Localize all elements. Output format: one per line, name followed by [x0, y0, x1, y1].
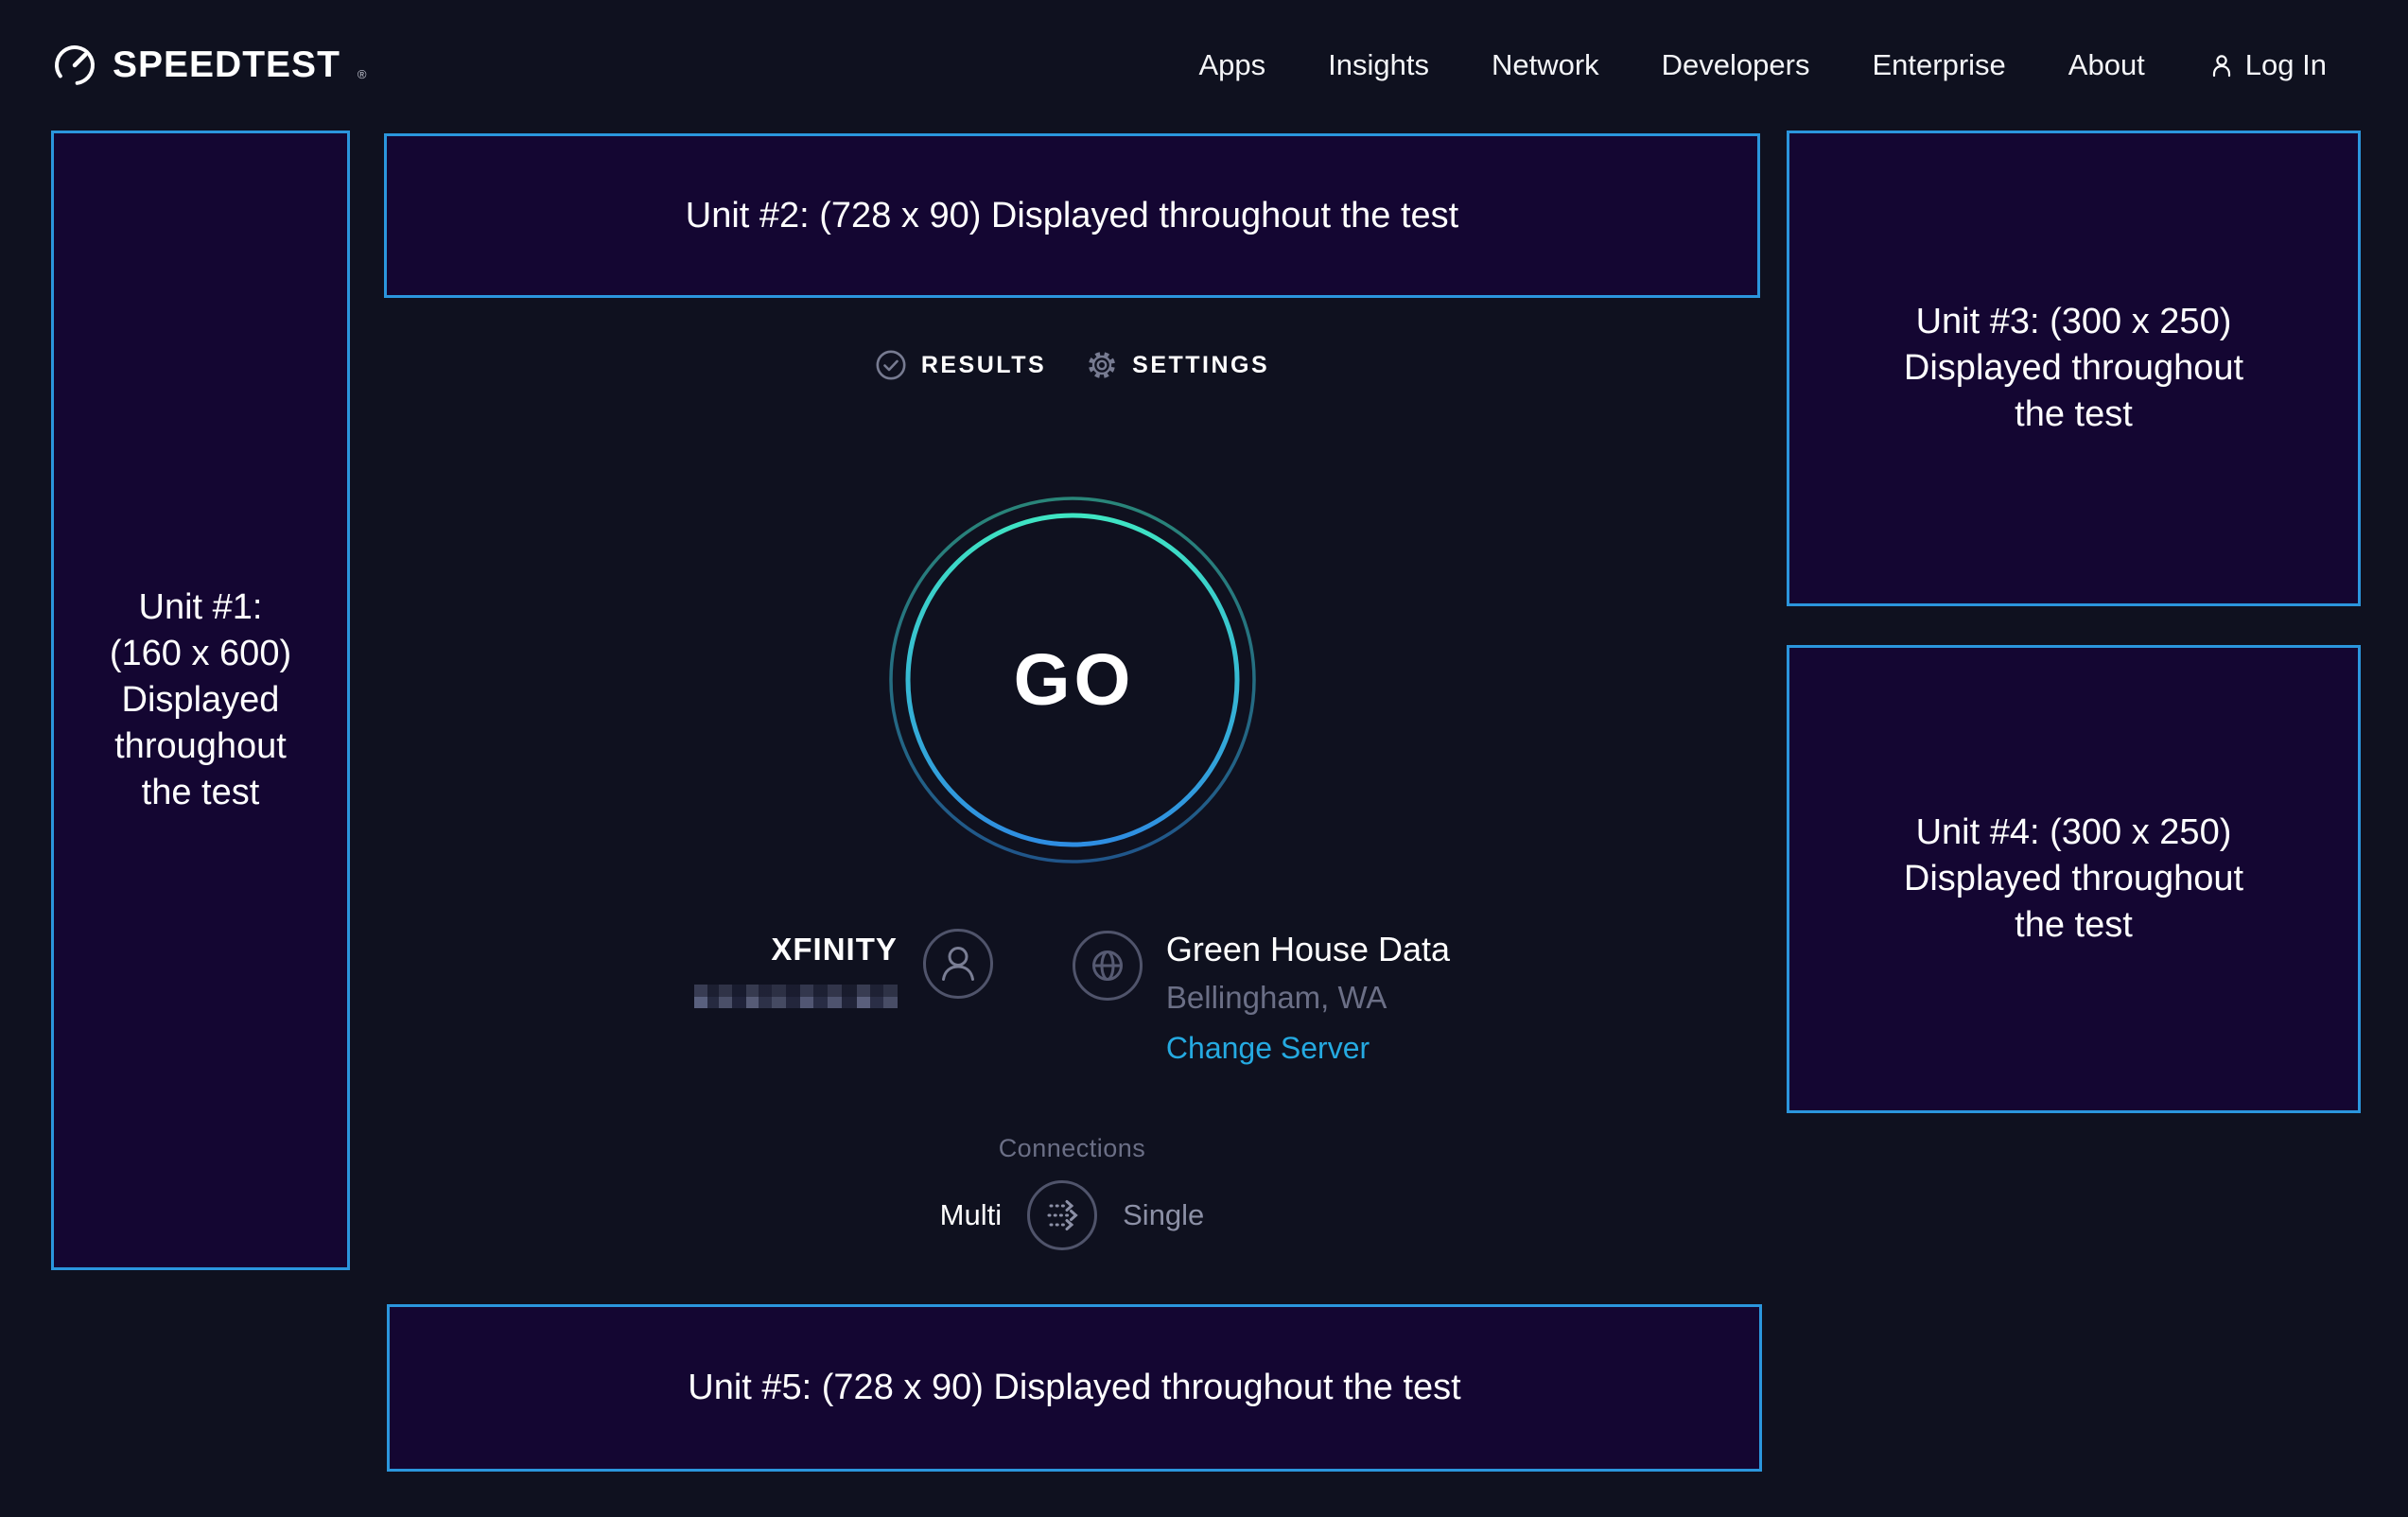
isp-user-icon: [922, 929, 993, 999]
login-button[interactable]: Log In: [2207, 48, 2327, 82]
ad-unit-1-text: Unit #1: (160 x 600) Displayed throughou…: [110, 584, 291, 816]
ad-unit-1: Unit #1: (160 x 600) Displayed throughou…: [51, 131, 350, 1270]
ad-line: Displayed: [121, 680, 280, 720]
ad-line: Displayed throughout: [1903, 859, 2244, 898]
ad-line: Unit #3: (300 x 250): [1915, 302, 2232, 341]
nav-item-enterprise[interactable]: Enterprise: [1872, 47, 2006, 81]
ad-line: Unit #1:: [138, 587, 263, 627]
connection-info-row: XFINITY Green House Data Bellingham, WA …: [384, 928, 1760, 1073]
speedtest-gauge-icon: [55, 44, 95, 85]
tab-settings-label: SETTINGS: [1132, 351, 1270, 378]
nav-item-insights[interactable]: Insights: [1328, 47, 1429, 81]
ad-unit-2: Unit #2: (728 x 90) Displayed throughout…: [384, 133, 1760, 298]
top-nav: SPEEDTEST ® Apps Insights Network Develo…: [0, 0, 2408, 130]
user-icon: [2212, 54, 2230, 77]
login-label: Log In: [2244, 47, 2327, 81]
ad-unit-5: Unit #5: (728 x 90) Displayed throughout…: [387, 1304, 1762, 1472]
go-label: GO: [1013, 638, 1135, 721]
change-server-link[interactable]: Change Server: [1165, 1031, 1370, 1065]
nav-item-apps[interactable]: Apps: [1198, 47, 1266, 81]
redacted-ip-address: [693, 985, 898, 1008]
nav-item-network[interactable]: Network: [1491, 47, 1599, 81]
tab-settings[interactable]: SETTINGS: [1086, 349, 1269, 381]
gear-icon: [1089, 352, 1116, 378]
ad-line: Displayed throughout: [1903, 348, 2244, 388]
ad-unit-3: Unit #3: (300 x 250) Displayed throughou…: [1787, 131, 2361, 606]
main-nav: Apps Insights Network Developers Enterpr…: [1198, 48, 2327, 82]
ad-line: the test: [2015, 394, 2133, 434]
connections-label: Connections: [998, 1134, 1146, 1162]
server-name: Green House Data: [1165, 930, 1451, 968]
globe-icon: [1072, 931, 1143, 1001]
brand-trademark: ®: [357, 66, 367, 81]
ad-line: the test: [2015, 905, 2133, 945]
ad-line: throughout: [114, 726, 287, 766]
ad-unit-4: Unit #4: (300 x 250) Displayed throughou…: [1787, 645, 2361, 1113]
ad-unit-4-text: Unit #4: (300 x 250) Displayed throughou…: [1904, 810, 2243, 949]
isp-info: XFINITY: [693, 928, 994, 1073]
tabs-row: RESULTS SETTINGS: [384, 348, 1760, 382]
ad-line: the test: [141, 773, 260, 812]
go-button-area: GO: [384, 495, 1760, 865]
server-location: Bellingham, WA: [1165, 980, 1387, 1015]
ad-unit-2-text: Unit #2: (728 x 90) Displayed throughout…: [685, 195, 1459, 235]
go-button[interactable]: GO: [887, 495, 1258, 865]
ad-unit-3-text: Unit #3: (300 x 250) Displayed throughou…: [1904, 299, 2243, 438]
brand-name: SPEEDTEST: [113, 44, 340, 85]
ad-unit-5-text: Unit #5: (728 x 90) Displayed throughout…: [688, 1368, 1461, 1407]
connections-multi-option[interactable]: Multi: [939, 1198, 1003, 1231]
tab-results[interactable]: RESULTS: [875, 349, 1046, 381]
connections-section: Connections Multi Single: [384, 1134, 1760, 1251]
isp-name: XFINITY: [771, 932, 898, 967]
ad-line: Unit #4: (300 x 250): [1915, 812, 2232, 852]
connections-single-option[interactable]: Single: [1123, 1198, 1205, 1231]
server-info: Green House Data Bellingham, WA Change S…: [1072, 928, 1450, 1073]
ad-line: (160 x 600): [109, 634, 292, 673]
brand-logo[interactable]: SPEEDTEST ®: [52, 43, 366, 88]
connections-toggle-icon[interactable]: [1026, 1179, 1098, 1251]
go-rings: [888, 497, 1256, 863]
tab-results-label: RESULTS: [920, 351, 1047, 378]
nav-item-about[interactable]: About: [2068, 47, 2145, 81]
nav-item-developers[interactable]: Developers: [1661, 47, 1810, 81]
check-circle-icon: [876, 350, 906, 380]
